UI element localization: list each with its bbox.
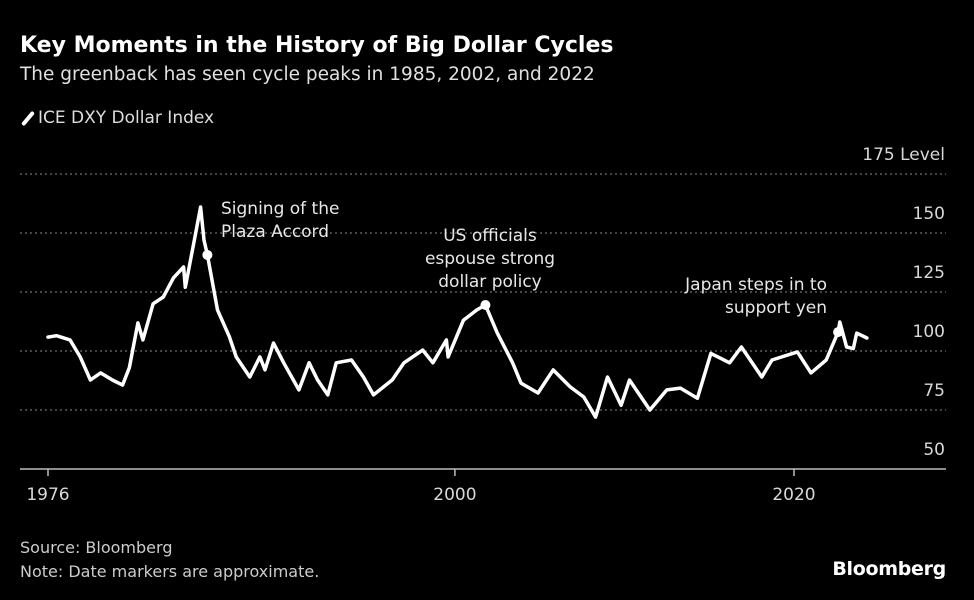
chart-subtitle: The greenback has seen cycle peaks in 19… — [20, 64, 595, 85]
x-tick-label: 2020 — [772, 485, 815, 505]
y-tick-label: 150 — [913, 204, 945, 224]
y-tick-label: 175 Level — [862, 145, 945, 165]
chart-title: Key Moments in the History of Big Dollar… — [20, 33, 614, 58]
annotation-text: US officials — [443, 226, 537, 246]
y-tick-label: 100 — [913, 322, 945, 342]
annotation-text: dollar policy — [438, 272, 542, 292]
y-tick-label: 50 — [923, 440, 945, 460]
event-marker — [202, 249, 213, 260]
y-tick-label: 125 — [913, 263, 945, 283]
y-tick-label: 75 — [923, 381, 945, 401]
x-tick-label: 1976 — [26, 485, 69, 505]
annotation-text: support yen — [725, 298, 827, 318]
event-marker — [833, 327, 844, 338]
x-tick-label: 2000 — [433, 485, 476, 505]
dxy-line — [46, 205, 869, 419]
event-marker — [480, 299, 491, 310]
annotation-text: Signing of the — [221, 199, 339, 219]
annotation-text: Japan steps in to — [684, 275, 827, 295]
annotation-text: Plaza Accord — [221, 222, 329, 242]
legend: ICE DXY Dollar Index — [20, 108, 214, 128]
bloomberg-logo: Bloomberg — [832, 558, 946, 580]
footnote: Note: Date markers are approximate. — [20, 562, 320, 581]
annotation-text: espouse strong — [425, 249, 555, 269]
legend-label: ICE DXY Dollar Index — [38, 108, 215, 128]
source-note: Source: Bloomberg — [20, 538, 173, 557]
